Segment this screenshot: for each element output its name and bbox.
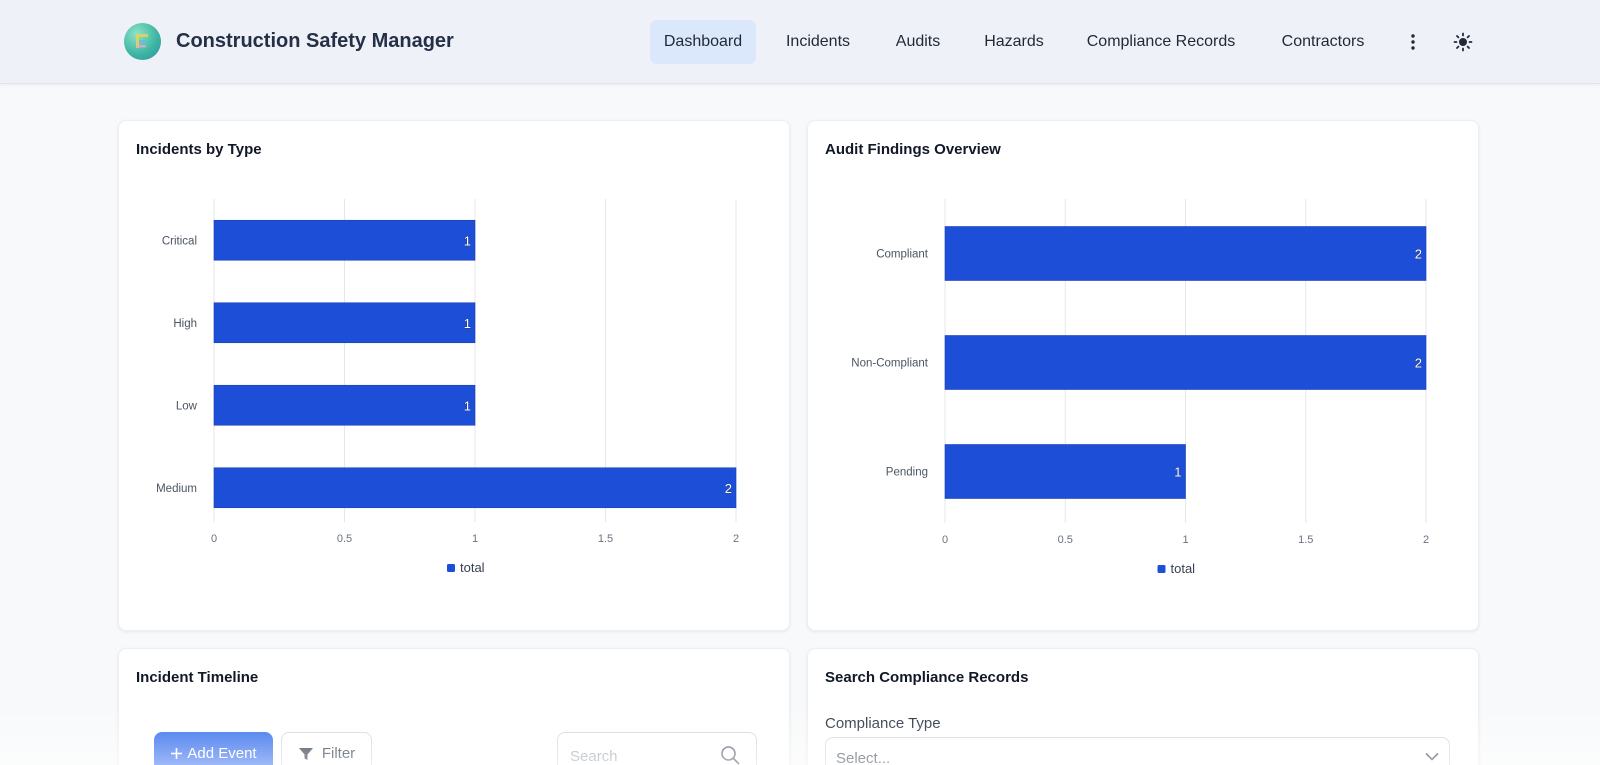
card-title: Incident Timeline [136,669,259,686]
filter-button[interactable]: Filter [281,732,372,765]
category-label: Low [176,400,198,412]
search-icon[interactable] [720,745,740,765]
audit-findings-chart: 0 0.5 1 1.5 2 Compliant 2 Non-Compliant 2 Pending… [851,199,1429,576]
legend-label: total [460,560,485,575]
x-tick-label: 0 [942,534,948,546]
more-vertical-icon [1411,34,1415,50]
data-label: 2 [1415,247,1422,262]
x-tick-label: 0.5 [337,533,352,545]
select-value: Select... [836,750,891,765]
timeline-search [557,732,757,765]
filter-label: Filter [321,745,356,762]
plus-icon [171,747,183,759]
incident-timeline-card: Incident Timeline Add Event Filter [118,648,790,765]
data-label: 2 [725,481,732,496]
data-label: 1 [1174,465,1181,480]
search-compliance-card: Search Compliance Records Compliance Typ… [807,648,1479,765]
bar[interactable] [944,226,1427,281]
audit-findings-card: Audit Findings Overview 0 0.5 1 1.5 2 Complia… [807,120,1479,631]
x-tick-label: 1.5 [1298,534,1313,546]
nav-item-compliance-records[interactable]: Compliance Records [1086,33,1236,50]
bar[interactable] [944,444,1186,499]
card-title: Audit Findings Overview [825,141,1001,158]
bar[interactable] [944,335,1427,390]
category-label: Medium [156,483,197,495]
sun-icon [1453,32,1473,52]
nav-item-hazards[interactable]: Hazards [984,33,1044,50]
legend-swatch [447,564,455,572]
data-label: 1 [464,398,471,413]
category-label: Critical [162,235,197,247]
category-label: Compliant [876,249,929,261]
top-navigation-bar: Construction Safety Manager Dashboard In… [0,0,1600,84]
x-tick-label: 1 [1182,534,1188,546]
bar[interactable] [213,384,476,426]
logo-mark-icon [136,34,148,48]
add-event-button[interactable]: Add Event [154,732,273,765]
x-tick-label: 0 [211,533,217,545]
x-tick-label: 0.5 [1058,534,1073,546]
x-tick-label: 2 [1423,534,1429,546]
theme-toggle-button[interactable] [1447,26,1479,58]
data-label: 1 [464,233,471,248]
nav-item-audits[interactable]: Audits [895,33,941,50]
incidents-by-type-card: Incidents by Type 0 0.5 1 1.5 2 Critical 1 High… [118,120,790,631]
more-menu-button[interactable] [1397,26,1429,58]
chevron-down-icon [1425,752,1439,761]
bar[interactable] [213,467,737,509]
legend-label: total [1171,561,1196,576]
bar[interactable] [213,302,476,344]
app-title: Construction Safety Manager [176,30,454,52]
card-title: Search Compliance Records [825,669,1029,686]
x-tick-label: 1 [472,533,478,545]
category-label: High [173,318,197,330]
category-label: Pending [886,467,928,479]
card-title: Incidents by Type [136,141,262,158]
add-event-label: Add Event [187,744,257,762]
x-tick-label: 2 [733,533,739,545]
compliance-type-label: Compliance Type [825,715,941,732]
bar[interactable] [213,219,476,261]
nav-item-dashboard[interactable]: Dashboard [650,20,756,64]
data-label: 2 [1415,356,1422,371]
app-logo [124,23,161,60]
legend-swatch [1157,565,1166,573]
nav-item-incidents[interactable]: Incidents [785,33,851,50]
nav-item-contractors[interactable]: Contractors [1281,33,1365,50]
x-tick-label: 1.5 [598,533,613,545]
data-label: 1 [464,316,471,331]
category-label: Non-Compliant [851,358,929,370]
filter-icon [298,747,313,760]
incidents-by-type-chart: 0 0.5 1 1.5 2 Critical 1 High 1 Low 1 Medium 2 total [156,199,739,575]
search-input[interactable] [570,745,710,765]
compliance-type-select[interactable]: Select... [825,737,1450,765]
